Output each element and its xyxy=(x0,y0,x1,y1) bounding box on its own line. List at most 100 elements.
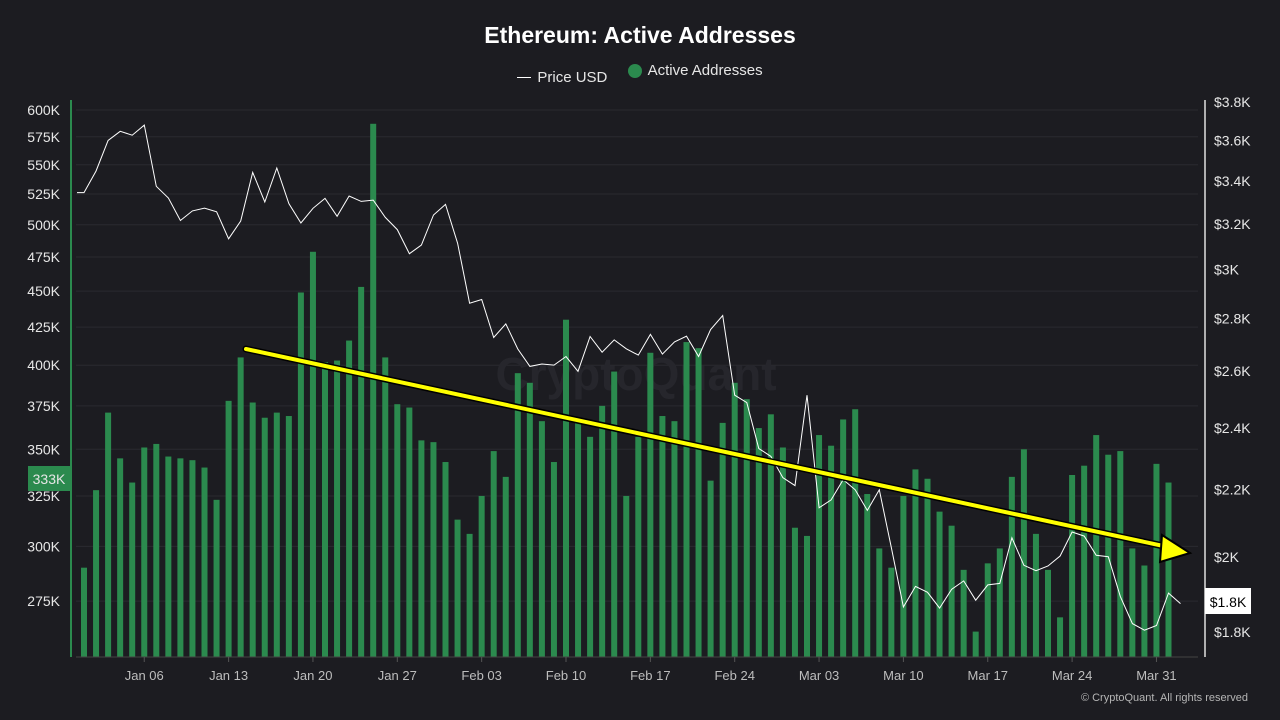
bar-active-addresses[interactable] xyxy=(382,357,389,657)
bar-active-addresses[interactable] xyxy=(755,428,762,657)
bar-active-addresses[interactable] xyxy=(719,422,726,657)
legend-item-price[interactable]: Price USD xyxy=(517,69,607,86)
left-tick-label: 400K xyxy=(27,357,60,373)
bar-active-addresses[interactable] xyxy=(816,435,823,657)
bar-active-addresses[interactable] xyxy=(1141,565,1148,657)
bar-active-addresses[interactable] xyxy=(213,499,220,657)
bar-active-addresses[interactable] xyxy=(454,519,461,657)
bar-active-addresses[interactable] xyxy=(165,456,172,657)
bar-active-addresses[interactable] xyxy=(514,373,521,657)
bar-active-addresses[interactable] xyxy=(490,451,497,657)
bar-active-addresses[interactable] xyxy=(129,482,136,657)
bar-active-addresses[interactable] xyxy=(1093,435,1100,657)
bar-active-addresses[interactable] xyxy=(1020,449,1027,657)
bar-active-addresses[interactable] xyxy=(888,567,895,657)
bar-active-addresses[interactable] xyxy=(225,400,232,657)
bar-active-addresses[interactable] xyxy=(358,286,365,657)
bar-active-addresses[interactable] xyxy=(924,478,931,657)
bar-active-addresses[interactable] xyxy=(587,436,594,657)
bar-active-addresses[interactable] xyxy=(370,123,377,658)
bar-active-addresses[interactable] xyxy=(297,292,304,657)
bar-active-addresses[interactable] xyxy=(828,445,835,657)
bar-active-addresses[interactable] xyxy=(201,467,208,657)
bar-active-addresses[interactable] xyxy=(996,548,1003,657)
bar-active-addresses[interactable] xyxy=(960,569,967,657)
bar-active-addresses[interactable] xyxy=(1129,548,1136,657)
bar-active-addresses[interactable] xyxy=(1032,533,1039,657)
legend-item-active-addresses[interactable]: Active Addresses xyxy=(627,62,763,79)
bar-active-addresses[interactable] xyxy=(153,443,160,657)
bar-active-addresses[interactable] xyxy=(1045,569,1051,657)
bar-active-addresses[interactable] xyxy=(647,352,654,657)
bar-active-addresses[interactable] xyxy=(840,419,847,657)
bar-active-addresses[interactable] xyxy=(984,563,991,657)
bar-active-addresses[interactable] xyxy=(249,402,256,657)
bar-active-addresses[interactable] xyxy=(779,447,786,657)
bar-active-addresses[interactable] xyxy=(1057,617,1064,657)
bar-active-addresses[interactable] xyxy=(791,527,798,657)
bar-active-addresses[interactable] xyxy=(804,535,810,657)
bar-active-addresses[interactable] xyxy=(611,371,618,657)
bar-active-addresses[interactable] xyxy=(538,421,545,657)
bar-active-addresses[interactable] xyxy=(731,382,738,657)
bar-active-addresses[interactable] xyxy=(237,357,244,657)
bar-active-addresses[interactable] xyxy=(273,412,280,657)
bar-active-addresses[interactable] xyxy=(285,416,292,657)
right-tick-label: $2.2K xyxy=(1214,481,1251,497)
bar-active-addresses[interactable] xyxy=(189,460,196,657)
bar-active-addresses[interactable] xyxy=(442,462,449,657)
bar-active-addresses[interactable] xyxy=(418,440,425,657)
bar-active-addresses[interactable] xyxy=(707,480,714,657)
bar-active-addresses[interactable] xyxy=(1165,482,1172,657)
bar-active-addresses[interactable] xyxy=(876,548,883,657)
bar-active-addresses[interactable] xyxy=(575,422,582,657)
bar-active-addresses[interactable] xyxy=(635,436,642,657)
bar-active-addresses[interactable] xyxy=(81,567,87,657)
bar-active-addresses[interactable] xyxy=(936,511,943,657)
bar-active-addresses[interactable] xyxy=(695,348,702,657)
bar-active-addresses[interactable] xyxy=(1008,476,1015,657)
left-tick-label: 575K xyxy=(27,129,60,145)
bar-active-addresses[interactable] xyxy=(141,447,148,657)
bar-active-addresses[interactable] xyxy=(502,476,509,657)
bar-active-addresses[interactable] xyxy=(550,462,557,657)
bar-active-addresses[interactable] xyxy=(1081,465,1088,657)
bar-active-addresses[interactable] xyxy=(466,533,473,657)
bar-active-addresses[interactable] xyxy=(599,405,606,657)
bar-active-addresses[interactable] xyxy=(394,404,401,657)
bar-active-addresses[interactable] xyxy=(93,490,100,657)
bar-active-addresses[interactable] xyxy=(1117,451,1124,657)
bar-active-addresses[interactable] xyxy=(864,494,871,657)
bar-active-addresses[interactable] xyxy=(900,495,907,657)
bar-active-addresses[interactable] xyxy=(767,414,774,657)
bar-active-addresses[interactable] xyxy=(177,458,184,657)
bar-active-addresses[interactable] xyxy=(563,319,569,657)
bar-active-addresses[interactable] xyxy=(346,340,353,657)
bar-active-addresses[interactable] xyxy=(948,525,955,657)
bar-active-addresses[interactable] xyxy=(852,409,859,657)
bar-active-addresses[interactable] xyxy=(1153,463,1160,657)
bar-active-addresses[interactable] xyxy=(309,251,316,658)
bar-active-addresses[interactable] xyxy=(623,495,630,657)
bar-active-addresses[interactable] xyxy=(322,362,328,657)
bar-active-addresses[interactable] xyxy=(683,342,690,657)
bar-active-addresses[interactable] xyxy=(671,421,678,657)
bar-active-addresses[interactable] xyxy=(430,442,437,657)
bar-active-addresses[interactable] xyxy=(1069,474,1076,657)
bar-active-addresses[interactable] xyxy=(334,360,341,657)
bar-active-addresses[interactable] xyxy=(105,412,112,657)
bar-active-addresses[interactable] xyxy=(406,407,413,657)
bar-active-addresses[interactable] xyxy=(478,495,485,657)
bar-active-addresses[interactable] xyxy=(972,631,979,657)
bar-active-addresses[interactable] xyxy=(261,417,268,657)
right-tick-label: $2K xyxy=(1214,549,1240,565)
bar-active-addresses[interactable] xyxy=(912,469,919,657)
bar-active-addresses[interactable] xyxy=(659,416,666,657)
left-tick-label: 375K xyxy=(27,398,60,414)
bar-active-addresses[interactable] xyxy=(526,382,533,657)
bar-active-addresses[interactable] xyxy=(743,399,750,657)
bar-active-addresses[interactable] xyxy=(1105,454,1112,657)
line-swatch-icon xyxy=(517,76,532,78)
bar-active-addresses[interactable] xyxy=(117,458,124,657)
right-tick-label: $3.2K xyxy=(1214,216,1251,232)
